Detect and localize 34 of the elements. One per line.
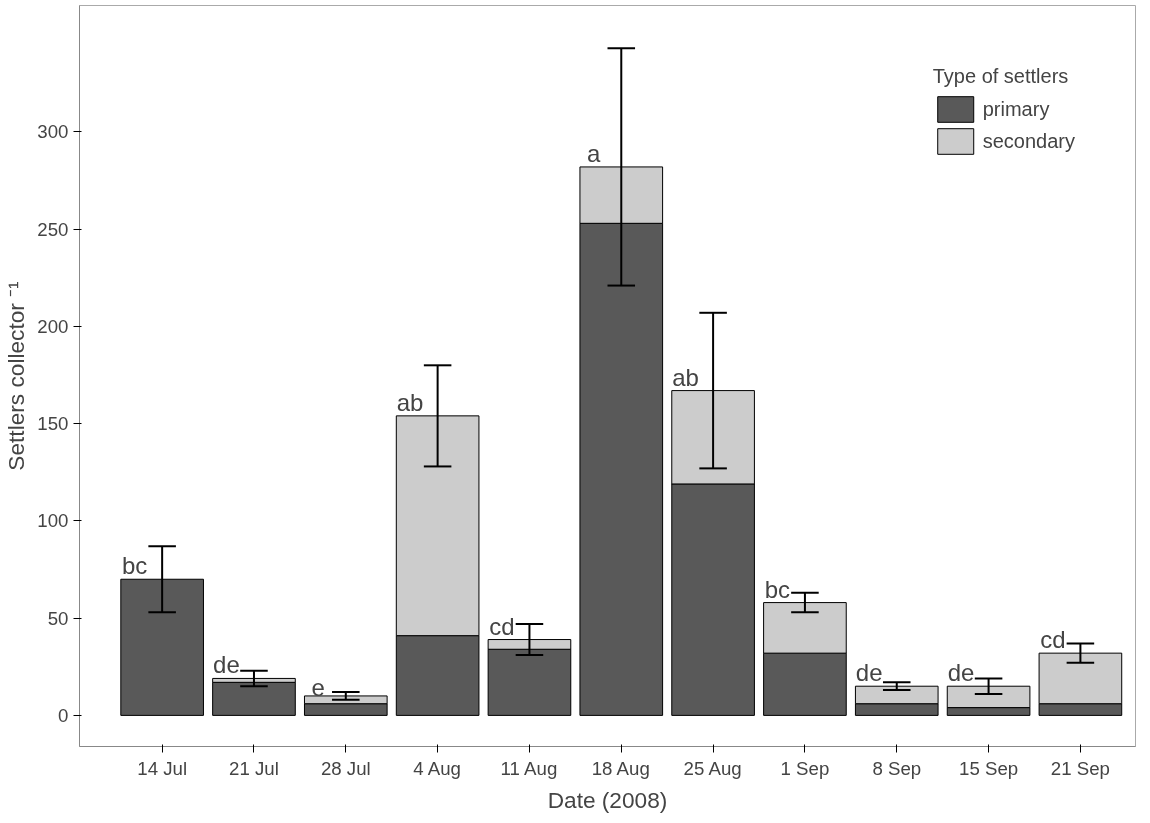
y-tick-label: 0 [58, 704, 69, 726]
x-tick-label: 28 Jul [320, 757, 371, 779]
legend-label: secondary [982, 129, 1075, 153]
legend-title: Type of settlers [932, 65, 1070, 88]
x-tick-label: 14 Jul [137, 757, 188, 779]
x-axis-title: Date (2008) [547, 786, 668, 813]
annotation: e [311, 673, 325, 701]
x-tick-label: 1 Sep [780, 757, 830, 779]
x-tick-label: 18 Aug [591, 757, 650, 779]
annotation: de [213, 651, 240, 679]
y-tick-label: 250 [37, 218, 69, 240]
annotation: ab [396, 388, 424, 416]
legend-label: primary [982, 97, 1050, 121]
y-tick-label: 300 [37, 121, 69, 143]
x-tick-label: 21 Jul [229, 757, 279, 779]
y-tick-label: 50 [47, 607, 69, 629]
y-tick-label: 100 [37, 510, 69, 532]
x-tick-label: 25 Aug [683, 757, 742, 779]
x-tick-label: 15 Sep [959, 757, 1019, 779]
annotation: ab [672, 363, 699, 391]
x-tick-label: 8 Sep [872, 757, 922, 779]
annotation: de [947, 659, 975, 687]
annotation: bc [121, 552, 148, 580]
x-tick-label: 11 Aug [500, 757, 558, 779]
x-tick-label: 21 Sep [1050, 757, 1110, 779]
annotation: cd [1040, 626, 1066, 654]
y-axis-title: Settlers collector ⁻¹ [3, 280, 30, 471]
annotation: a [587, 139, 602, 167]
annotation: de [855, 659, 883, 687]
y-tick-label: 150 [37, 413, 69, 435]
annotation: cd [489, 612, 515, 640]
annotation: bc [764, 575, 791, 603]
y-tick-label: 200 [37, 315, 69, 337]
x-tick-label: 4 Aug [413, 757, 461, 779]
